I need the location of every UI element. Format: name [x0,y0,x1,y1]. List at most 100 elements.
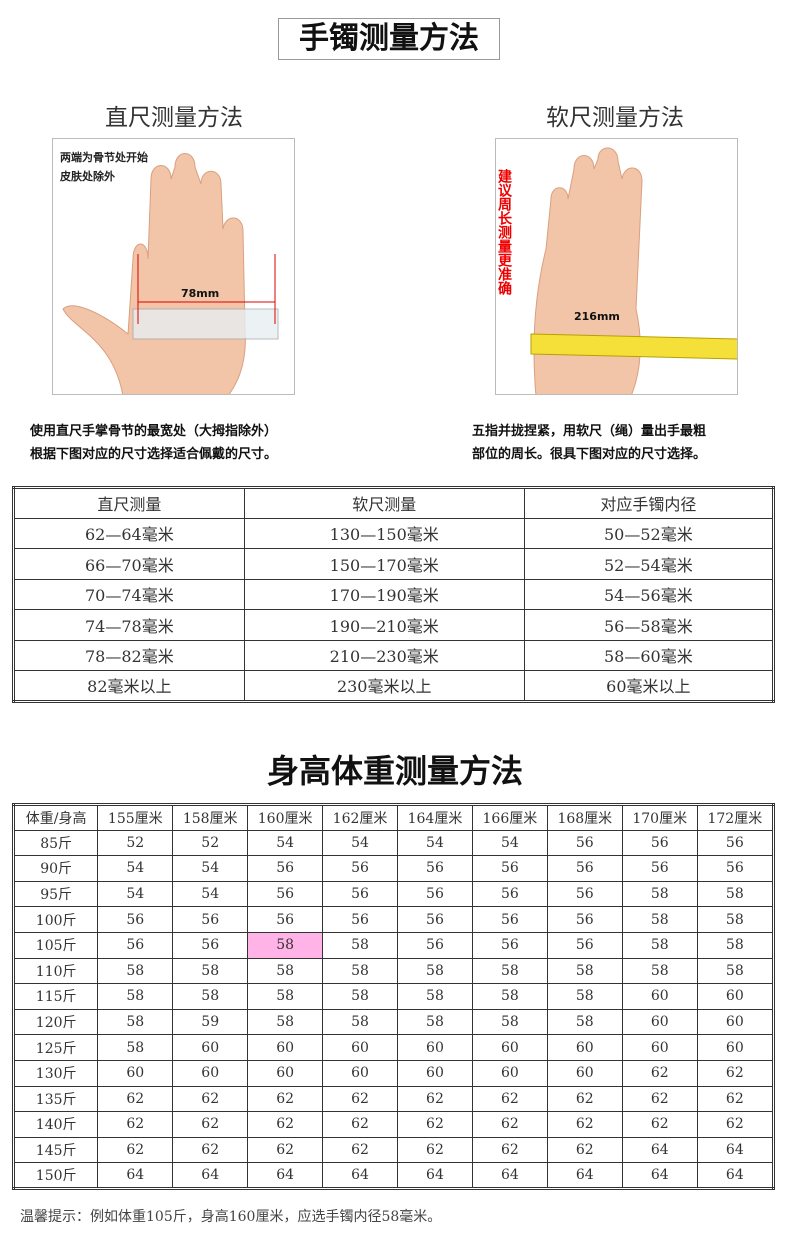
table-cell: 62 [397,1136,473,1164]
ruler-caption-1: 使用直尺手掌骨节的最宽处（大拇指除外） [30,424,278,439]
table-cell: 62 [546,1111,623,1138]
table-cell: 56 [546,855,623,882]
table-cell: 145斤 [12,1136,99,1164]
table-cell: 140斤 [12,1111,99,1138]
table-cell: 56 [397,906,473,933]
ruler-hand-image: 78mm [52,138,295,395]
table-row: 140斤 62 62 62 62 62 62 62 62 62 [12,1111,775,1138]
table-cell: 56 [546,931,623,959]
table-cell: 58 [696,880,775,908]
column-header: 体重/身高 [12,804,99,831]
table-cell: 56 [322,906,398,933]
table-cell: 54 [247,829,324,857]
table-cell: 62 [546,1136,623,1164]
table-cell: 62 [172,1085,249,1113]
table-cell: 230毫米以上 [243,670,525,702]
tip-footer: 温馨提示：例如体重105斤，身高160厘米，应选手镯内径58毫米。 [20,1209,442,1225]
table-cell: 56 [471,880,548,908]
table-cell: 60 [621,1008,698,1036]
table-cell: 64 [621,1136,698,1164]
table-cell: 64 [247,1162,324,1189]
table-row: 74—78毫米 190—210毫米 56—58毫米 [13,609,775,641]
table-cell: 56 [172,906,249,933]
table-cell: 60 [397,1059,473,1087]
column-header: 166厘米 [471,804,548,831]
table-cell: 56 [471,906,548,933]
table-cell: 62—64毫米 [13,517,245,549]
table-row: 100斤 56 56 56 56 56 56 56 58 58 [12,906,775,933]
table-cell: 56 [397,931,473,959]
table-cell: 62 [97,1136,174,1164]
table-cell: 100斤 [12,906,99,933]
table-cell: 52—54毫米 [523,548,775,580]
page-title: 手镯测量方法 [278,18,500,60]
table-cell: 60 [247,1034,324,1061]
table-cell: 60 [247,1059,324,1087]
table-cell: 60 [546,1034,623,1061]
table-cell: 62 [621,1059,698,1087]
table-cell: 62 [696,1085,775,1113]
table-cell: 52 [97,829,174,857]
table-cell: 56 [322,880,398,908]
table-cell: 60 [696,983,775,1010]
table-cell: 62 [97,1111,174,1138]
table-row: 85斤 52 52 54 54 54 54 56 56 56 [12,829,775,857]
table-cell: 58 [471,1008,548,1036]
table-cell: 58 [397,983,473,1010]
table-cell: 58 [97,1008,174,1036]
table-cell: 60 [696,1008,775,1036]
table-cell: 125斤 [12,1034,99,1061]
table-row: 135斤 62 62 62 62 62 62 62 62 62 [12,1085,775,1113]
table-cell: 62 [322,1085,398,1113]
table-cell: 60毫米以上 [523,670,775,702]
ruler-method-heading: 直尺测量方法 [105,105,243,131]
table-cell: 110斤 [12,957,99,985]
table-cell: 62 [322,1111,398,1138]
table-cell: 95斤 [12,880,99,908]
table-cell: 52 [172,829,249,857]
table-cell: 62 [247,1111,324,1138]
table-cell: 54 [471,829,548,857]
table-row: 120斤 58 59 58 58 58 58 58 60 60 [12,1008,775,1036]
table-cell: 59 [172,1008,249,1036]
table-cell: 58 [97,983,174,1010]
table-cell: 58 [397,1008,473,1036]
column-header: 160厘米 [247,804,324,831]
table-cell: 60 [621,1034,698,1061]
table-cell: 56 [397,855,473,882]
tape-caption-1: 五指并拢捏紧，用软尺（绳）量出手最粗 [472,424,707,439]
column-header: 164厘米 [397,804,473,831]
tape-measure-label: 216mm [574,310,620,323]
table-cell: 56 [172,931,249,959]
column-header: 对应手镯内径 [523,487,775,519]
table-cell: 58 [621,906,698,933]
table-cell: 60 [546,1059,623,1087]
table-cell: 210—230毫米 [243,639,525,671]
table-row: 145斤 62 62 62 62 62 62 62 64 64 [12,1136,775,1164]
table-cell: 62 [696,1111,775,1138]
table-cell: 78—82毫米 [13,639,245,671]
table-cell: 60 [471,1034,548,1061]
table-cell: 56 [397,880,473,908]
table-cell: 56 [621,855,698,882]
table-cell: 64 [696,1136,775,1164]
table-cell: 56 [546,906,623,933]
table-row: 78—82毫米 210—230毫米 58—60毫米 [13,639,775,671]
column-header: 168厘米 [546,804,623,831]
table-cell: 58 [247,931,324,959]
table-cell: 135斤 [12,1085,99,1113]
ruler-note: 两端为骨节处开始 皮肤处除外 [60,151,148,183]
table-cell: 56 [621,829,698,857]
table-cell: 62 [696,1059,775,1087]
table-cell: 56 [546,880,623,908]
table-cell: 56 [247,880,324,908]
table-row: 150斤 64 64 64 64 64 64 64 64 64 [12,1162,775,1189]
table-cell: 58—60毫米 [523,639,775,671]
table-cell: 62 [397,1085,473,1113]
tape-method-heading: 软尺测量方法 [546,105,684,131]
table-cell: 62 [471,1085,548,1113]
table-cell: 58 [546,983,623,1010]
table-cell: 130—150毫米 [243,517,525,549]
table-cell: 62 [546,1085,623,1113]
table-cell: 56 [97,931,174,959]
